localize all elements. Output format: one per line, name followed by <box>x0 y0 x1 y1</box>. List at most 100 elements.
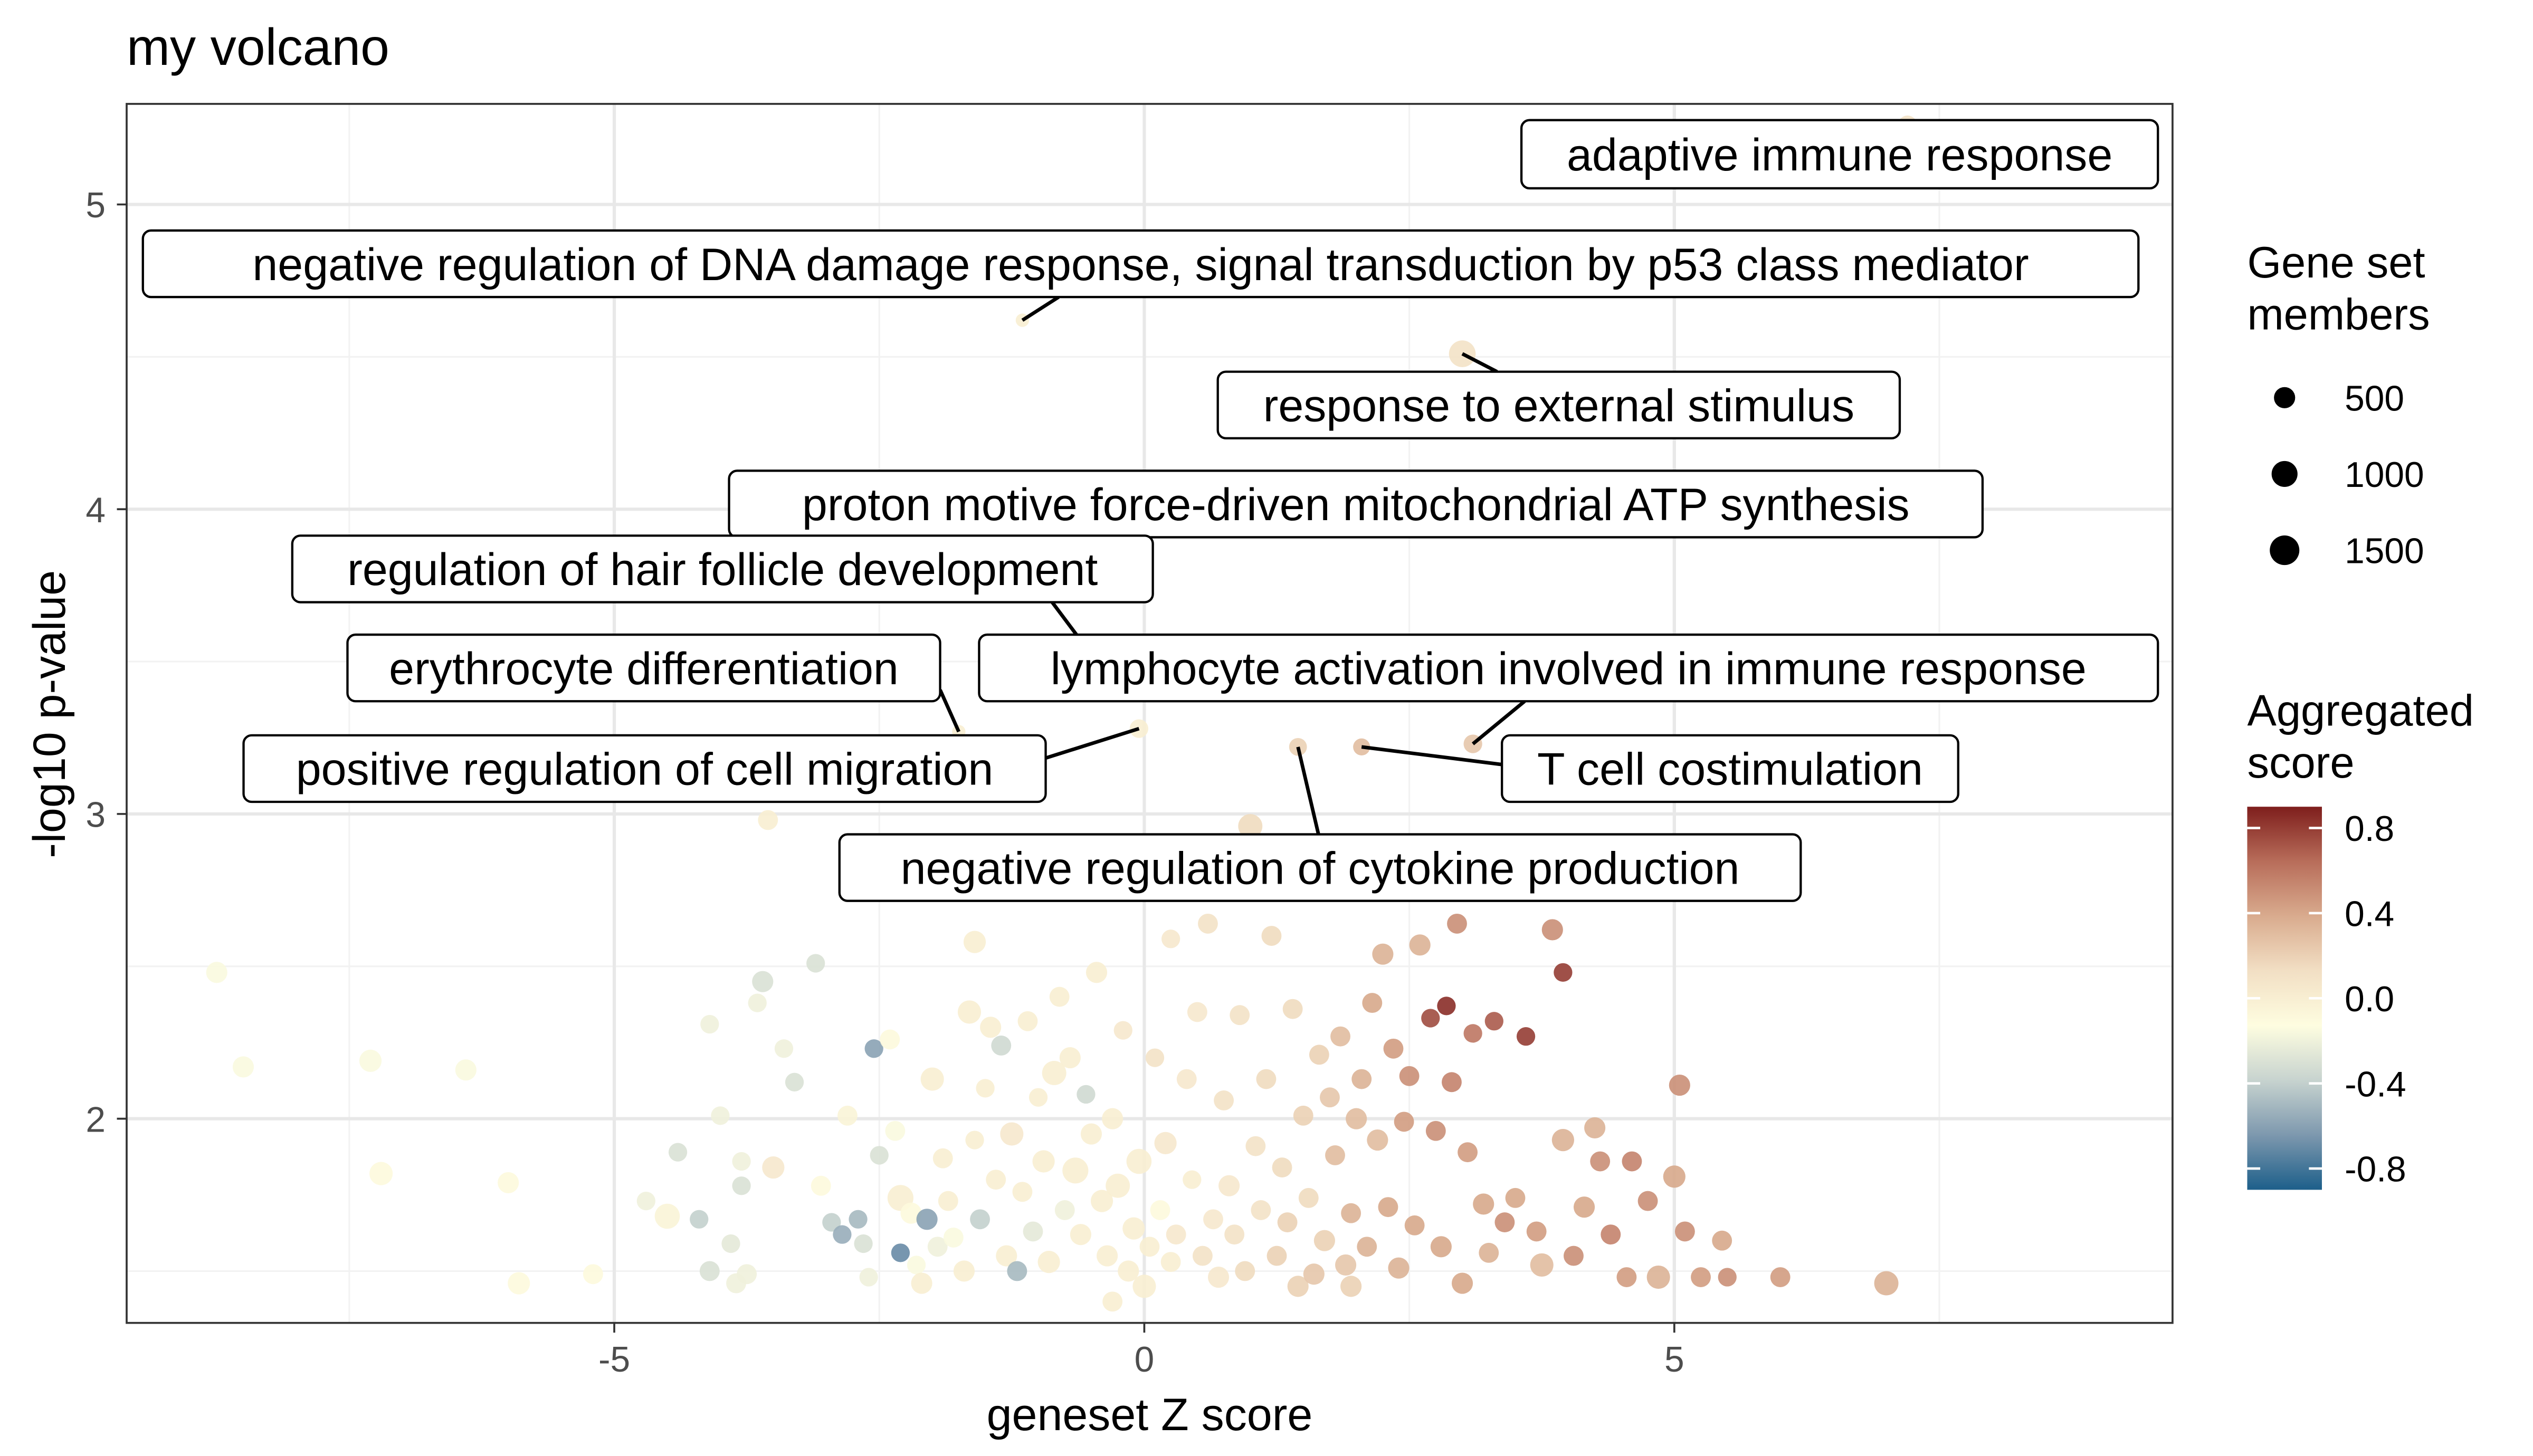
point-label: negative regulation of DNA damage respon… <box>252 240 2029 290</box>
data-point <box>986 1170 1006 1190</box>
data-point <box>1473 1193 1494 1215</box>
data-point <box>1198 913 1218 934</box>
data-point <box>1207 1266 1230 1288</box>
data-point <box>1494 1212 1515 1232</box>
data-point <box>1770 1267 1791 1287</box>
data-point <box>369 1162 393 1185</box>
data-point <box>721 1234 740 1253</box>
x-axis-ticks: -5 0 5 <box>598 1323 1684 1380</box>
data-point <box>1874 1271 1899 1296</box>
color-legend-label: 0.0 <box>2345 980 2394 1019</box>
data-point <box>1160 1252 1181 1272</box>
size-legend-label: 500 <box>2345 379 2404 418</box>
data-point <box>1320 1087 1340 1108</box>
data-point <box>1421 1009 1440 1028</box>
data-point <box>654 1203 680 1229</box>
size-legend-title-line1: Gene set <box>2247 238 2425 287</box>
data-point <box>1032 1150 1055 1173</box>
data-point <box>1287 1276 1309 1297</box>
data-point <box>668 1143 688 1162</box>
data-point <box>732 1152 751 1171</box>
data-point <box>907 1256 926 1275</box>
data-point <box>774 1039 794 1058</box>
data-point <box>1394 1112 1414 1132</box>
data-point <box>711 1106 730 1125</box>
data-point <box>1007 1261 1027 1281</box>
data-point <box>1372 943 1394 965</box>
data-point <box>1122 1217 1145 1240</box>
color-legend-label: 0.4 <box>2345 895 2394 934</box>
data-point <box>762 1156 785 1179</box>
data-point <box>1383 1038 1404 1059</box>
data-point <box>1192 1246 1213 1266</box>
size-legend-key <box>2270 535 2300 566</box>
data-point <box>700 1014 719 1034</box>
data-point <box>1541 919 1563 941</box>
data-point <box>1166 1224 1186 1245</box>
data-point <box>1102 1108 1123 1129</box>
x-tick-label: -5 <box>598 1340 630 1380</box>
color-legend-title-line1: Aggregated <box>2247 686 2474 735</box>
data-point <box>822 1213 841 1232</box>
point-label-box <box>346 633 941 703</box>
data-point <box>1272 1157 1292 1178</box>
data-point <box>737 1264 757 1285</box>
data-point <box>1442 1072 1462 1093</box>
data-point <box>1132 1275 1156 1298</box>
data-point <box>1564 1246 1584 1266</box>
data-point <box>583 1264 603 1285</box>
point-label: lymphocyte activation involved in immune… <box>1051 644 2087 694</box>
data-point <box>1183 1170 1202 1189</box>
data-point <box>1126 1148 1152 1174</box>
data-point <box>1017 1011 1038 1031</box>
color-legend: Aggregated score 0.8 0.4 0.0 -0.4 -0.8 <box>2247 686 2474 1190</box>
point-labels: adaptive immune response negative regulat… <box>141 119 2159 902</box>
data-point <box>1293 1105 1313 1126</box>
label-connector <box>1361 745 1502 767</box>
annotated-point <box>1289 737 1307 756</box>
data-point <box>1669 1075 1690 1096</box>
data-point <box>1218 1175 1240 1196</box>
data-point <box>1425 1120 1446 1141</box>
point-label-box <box>1216 370 1901 439</box>
data-point <box>1437 997 1456 1016</box>
data-point <box>811 1175 831 1196</box>
data-point <box>1266 1246 1287 1266</box>
point-label: response to external stimulus <box>1263 380 1854 431</box>
data-point <box>833 1225 852 1244</box>
data-point <box>1479 1242 1499 1263</box>
data-point <box>1362 993 1383 1013</box>
data-point <box>1187 1002 1207 1022</box>
data-point <box>1357 1237 1377 1257</box>
data-point <box>1309 1045 1329 1065</box>
data-point <box>1601 1224 1621 1245</box>
point-label-box <box>1501 734 1959 803</box>
data-point <box>1042 1061 1066 1085</box>
data-point <box>1251 1200 1271 1220</box>
data-point <box>1712 1230 1732 1251</box>
data-point <box>1080 1123 1102 1145</box>
color-legend-label: -0.8 <box>2345 1150 2406 1190</box>
data-point <box>1102 1291 1123 1312</box>
data-point <box>1154 1132 1177 1154</box>
data-point <box>1330 1026 1350 1047</box>
data-point <box>1070 1224 1091 1246</box>
data-point <box>1176 1069 1197 1089</box>
data-point <box>980 1017 1002 1038</box>
data-point <box>1097 1245 1118 1267</box>
data-point <box>963 931 986 953</box>
data-point <box>1674 1221 1695 1242</box>
data-point <box>206 962 227 983</box>
size-legend: Gene set members 500 1000 1500 <box>2247 238 2430 571</box>
data-point <box>1235 1261 1255 1281</box>
label-connector <box>1461 352 1498 373</box>
x-axis-title: geneset Z score <box>987 1390 1313 1440</box>
label-connector <box>1471 700 1526 745</box>
y-tick-label: 2 <box>85 1100 106 1139</box>
data-point <box>885 1120 906 1141</box>
label-connector <box>938 689 960 733</box>
data-point <box>911 1272 932 1294</box>
data-point <box>854 1234 873 1253</box>
data-point <box>859 1268 878 1287</box>
data-point <box>870 1146 889 1165</box>
